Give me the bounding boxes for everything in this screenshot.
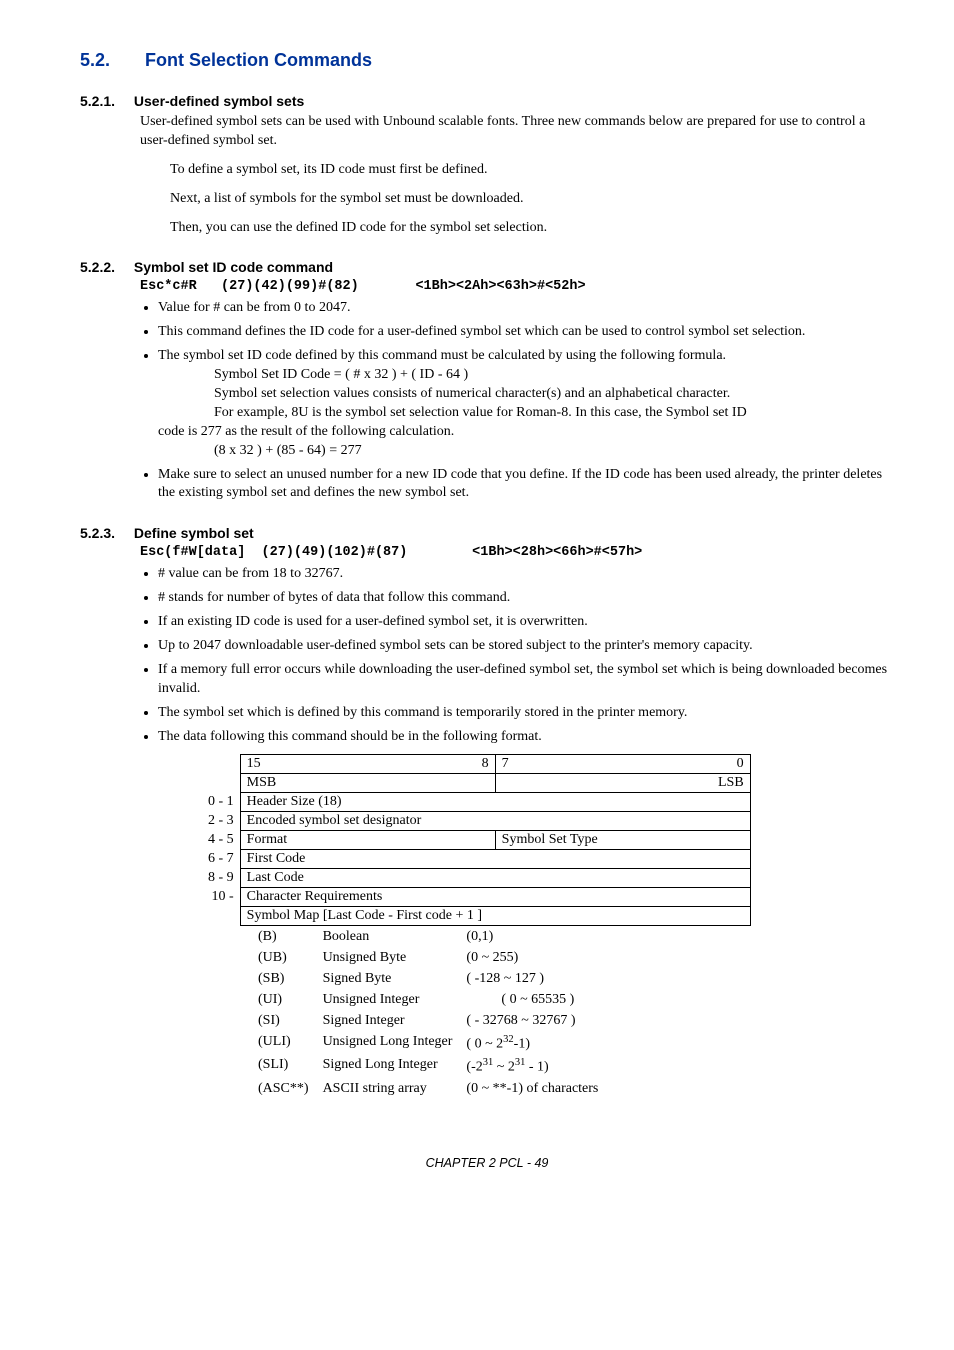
table-cell: Format [240,831,495,850]
table-row-label: 8 - 9 [202,869,240,888]
table-row: (SLI)Signed Long Integer(-231 ~ 231 - 1) [258,1056,610,1078]
section-heading: 5.2. Font Selection Commands [80,50,894,71]
list-item: The symbol set which is defined by this … [158,704,894,723]
table-cell: Last Code [240,869,750,888]
table-row: (SB)Signed Byte( -128 ~ 127 ) [258,970,610,989]
subheading-num: 5.2.3. [80,525,130,541]
table-header: 0 [623,755,751,774]
table-row: (UB)Unsigned Byte(0 ~ 255) [258,949,610,968]
type-name: Unsigned Byte [323,949,465,968]
type-name: Unsigned Long Integer [323,1033,465,1055]
table-header: LSB [495,774,750,793]
type-range: (0,1) [466,928,610,947]
table-cell: Header Size (18) [240,793,750,812]
table-cell: Symbol Set Type [495,831,750,850]
type-range: (0 ~ 255) [466,949,610,968]
type-name: Unsigned Integer [323,991,465,1010]
type-name: ASCII string array [323,1080,465,1099]
list-item: The symbol set ID code defined by this c… [158,347,894,460]
formula-line: For example, 8U is the symbol set select… [214,404,894,423]
format-table: 15 8 7 0 MSB LSB 0 - 1 Header Size (18) … [202,754,751,926]
subheading-num: 5.2.2. [80,259,130,275]
table-row-label: 6 - 7 [202,850,240,869]
type-range: ( -128 ~ 127 ) [466,970,610,989]
type-abbr: (ASC**) [258,1080,321,1099]
section-title: Font Selection Commands [145,50,372,70]
subheading-title: User-defined symbol sets [134,93,304,109]
table-row-label [202,774,240,793]
type-range: (0 ~ **-1) of characters [466,1080,610,1099]
type-range: ( - 32768 ~ 32767 ) [466,1012,610,1031]
list-item: Value for # can be from 0 to 2047. [158,299,894,318]
type-range: (-231 ~ 231 - 1) [466,1056,610,1078]
type-name: Boolean [323,928,465,947]
page-footer: CHAPTER 2 PCL - 49 [80,1156,894,1170]
table-row: (SI)Signed Integer( - 32768 ~ 32767 ) [258,1012,610,1031]
type-abbr: (ULI) [258,1033,321,1055]
table-row-label: 10 - [202,888,240,907]
paragraph: User-defined symbol sets can be used wit… [140,113,894,151]
escape-sequence: Esc(f#W[data] (27)(49)(102)#(87) <1Bh><2… [140,545,894,560]
formula-line: Symbol Set ID Code = ( # x 32 ) + ( ID -… [214,366,894,385]
table-row: (ASC**)ASCII string array(0 ~ **-1) of c… [258,1080,610,1099]
list-text: The symbol set ID code defined by this c… [158,348,726,363]
table-row: (UI)Unsigned Integer ( 0 ~ 65535 ) [258,991,610,1010]
subheading-523: 5.2.3. Define symbol set [80,525,894,541]
table-header: 7 [495,755,623,774]
formula-line: Symbol set selection values consists of … [214,385,894,404]
table-cell: First Code [240,850,750,869]
table-header: MSB [240,774,495,793]
subheading-title: Define symbol set [134,525,254,541]
list-item: Make sure to select an unused number for… [158,466,894,504]
formula-line: (8 x 32 ) + (85 - 64) = 277 [214,442,894,461]
subheading-title: Symbol set ID code command [134,259,333,275]
type-list-table: (B)Boolean(0,1) (UB)Unsigned Byte(0 ~ 25… [256,926,612,1100]
table-row-label [202,907,240,926]
list-item: This command defines the ID code for a u… [158,323,894,342]
paragraph: Next, a list of symbols for the symbol s… [170,190,894,209]
type-abbr: (UI) [258,991,321,1010]
table-row-label: 2 - 3 [202,812,240,831]
type-abbr: (SLI) [258,1056,321,1078]
list-item: If a memory full error occurs while down… [158,661,894,699]
type-name: Signed Long Integer [323,1056,465,1078]
table-cell: Symbol Map [Last Code - First code + 1 ] [240,907,750,926]
paragraph: Then, you can use the defined ID code fo… [170,219,894,238]
list-item: # value can be from 18 to 32767. [158,565,894,584]
type-range: ( 0 ~ 232-1) [466,1033,610,1055]
table-header: 8 [368,755,496,774]
list-item: The data following this command should b… [158,728,894,747]
type-abbr: (SI) [258,1012,321,1031]
table-header: 15 [240,755,368,774]
list-item: Up to 2047 downloadable user-defined sym… [158,637,894,656]
table-row-label [202,755,240,774]
type-range: ( 0 ~ 65535 ) [466,991,610,1010]
table-row-label: 4 - 5 [202,831,240,850]
bullet-list: Value for # can be from 0 to 2047. This … [158,299,894,503]
bullet-list: # value can be from 18 to 32767. # stand… [158,565,894,746]
table-row: (B)Boolean(0,1) [258,928,610,947]
escape-sequence: Esc*c#R (27)(42)(99)#(82) <1Bh><2Ah><63h… [140,279,894,294]
table-row: (ULI)Unsigned Long Integer( 0 ~ 232-1) [258,1033,610,1055]
list-item: # stands for number of bytes of data tha… [158,589,894,608]
subheading-521: 5.2.1. User-defined symbol sets [80,93,894,109]
subheading-522: 5.2.2. Symbol set ID code command [80,259,894,275]
paragraph: To define a symbol set, its ID code must… [170,161,894,180]
list-item: If an existing ID code is used for a use… [158,613,894,632]
type-name: Signed Integer [323,1012,465,1031]
type-abbr: (UB) [258,949,321,968]
formula-line: code is 277 as the result of the followi… [158,423,894,442]
type-name: Signed Byte [323,970,465,989]
section-number: 5.2. [80,50,140,71]
type-abbr: (SB) [258,970,321,989]
table-cell: Encoded symbol set designator [240,812,750,831]
table-cell: Character Requirements [240,888,750,907]
subheading-num: 5.2.1. [80,93,130,109]
table-row-label: 0 - 1 [202,793,240,812]
type-abbr: (B) [258,928,321,947]
